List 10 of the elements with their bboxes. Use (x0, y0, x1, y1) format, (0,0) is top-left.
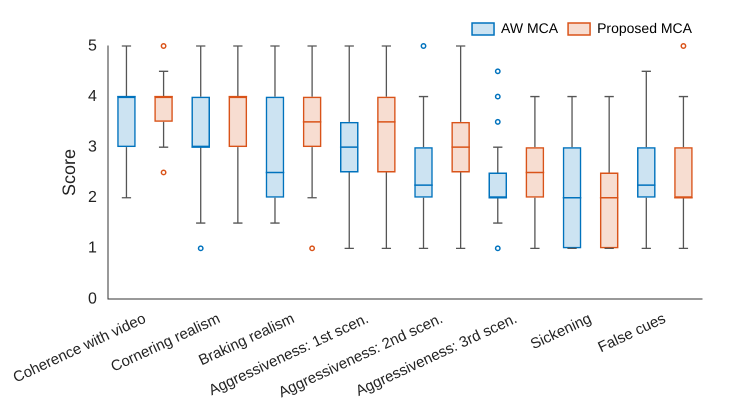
x-tick-label: False cues (595, 310, 668, 356)
y-tick-label: 4 (88, 88, 97, 105)
y-tick-label: 1 (88, 240, 97, 257)
y-tick-label: 2 (88, 189, 97, 206)
y-axis-title: Score (59, 148, 80, 196)
legend-label: Proposed MCA (597, 20, 693, 36)
y-tick-label: 5 (88, 37, 97, 54)
legend-label: AW MCA (501, 20, 559, 36)
y-tick-label: 3 (88, 138, 97, 156)
y-tick-label: 0 (88, 290, 97, 308)
